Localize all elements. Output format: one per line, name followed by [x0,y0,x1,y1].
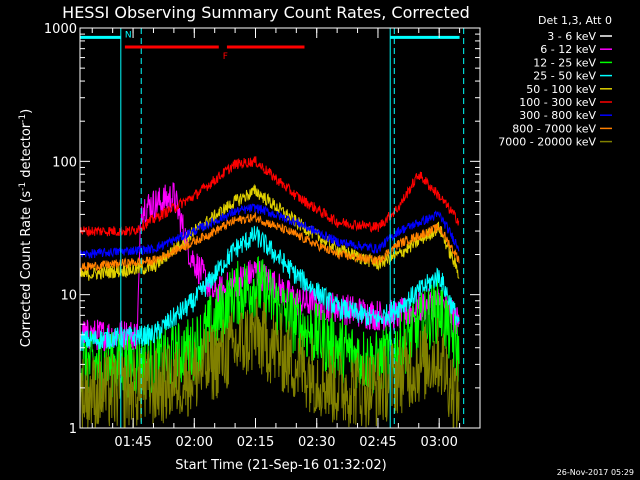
legend-header: Det 1,3, Att 0 [538,14,612,27]
y-tick-label: 100 [52,155,77,170]
legend-label: 3 - 6 keV [547,30,596,43]
x-tick-label: 02:45 [359,435,396,450]
axes-frame [79,27,481,429]
x-tick-label: 01:45 [114,435,151,450]
flag-label-F: F [223,52,228,62]
y-tick-label: 1000 [44,22,77,37]
legend-label: 25 - 50 keV [533,70,596,83]
legend-label: 300 - 800 keV [519,109,596,122]
y-tick-label: 10 [60,289,77,304]
flag-label-N: N [125,30,132,40]
legend-label: 50 - 100 keV [526,83,596,96]
series-line-7000-20000-kev [79,296,460,429]
legend-label: 6 - 12 keV [540,43,596,56]
series-line-800-7000-kev [79,211,460,273]
legend-label: 800 - 7000 keV [512,122,596,135]
y-axis-label: Corrected Count Rate (s-1 detector-1) [18,109,34,347]
legend-label: 12 - 25 keV [533,56,596,69]
series-line-25-50-kev [79,225,460,352]
series-line-50-100-kev [79,183,460,281]
legend-label: 100 - 300 keV [519,96,596,109]
plot-area: N F 1 10 100 1000 01:45 02:00 02:15 02:30 02:45 03:… [44,22,481,450]
x-axis-label: Start Time (21-Sep-16 01:32:02) [175,458,386,473]
x-tick-label: 03:00 [420,435,457,450]
series-line-100-300-kev [79,156,460,237]
x-tick-label: 02:30 [298,435,335,450]
y-tick-label: 1 [69,422,77,437]
series-line-300-800-kev [79,203,460,260]
chart-title: HESSI Observing Summary Count Rates, Cor… [62,3,470,22]
x-tick-label: 02:15 [237,435,274,450]
x-tick-label: 02:00 [176,435,213,450]
legend-label: 7000 - 20000 keV [498,136,596,149]
timestamp: 26-Nov-2017 05:29 [557,468,634,477]
